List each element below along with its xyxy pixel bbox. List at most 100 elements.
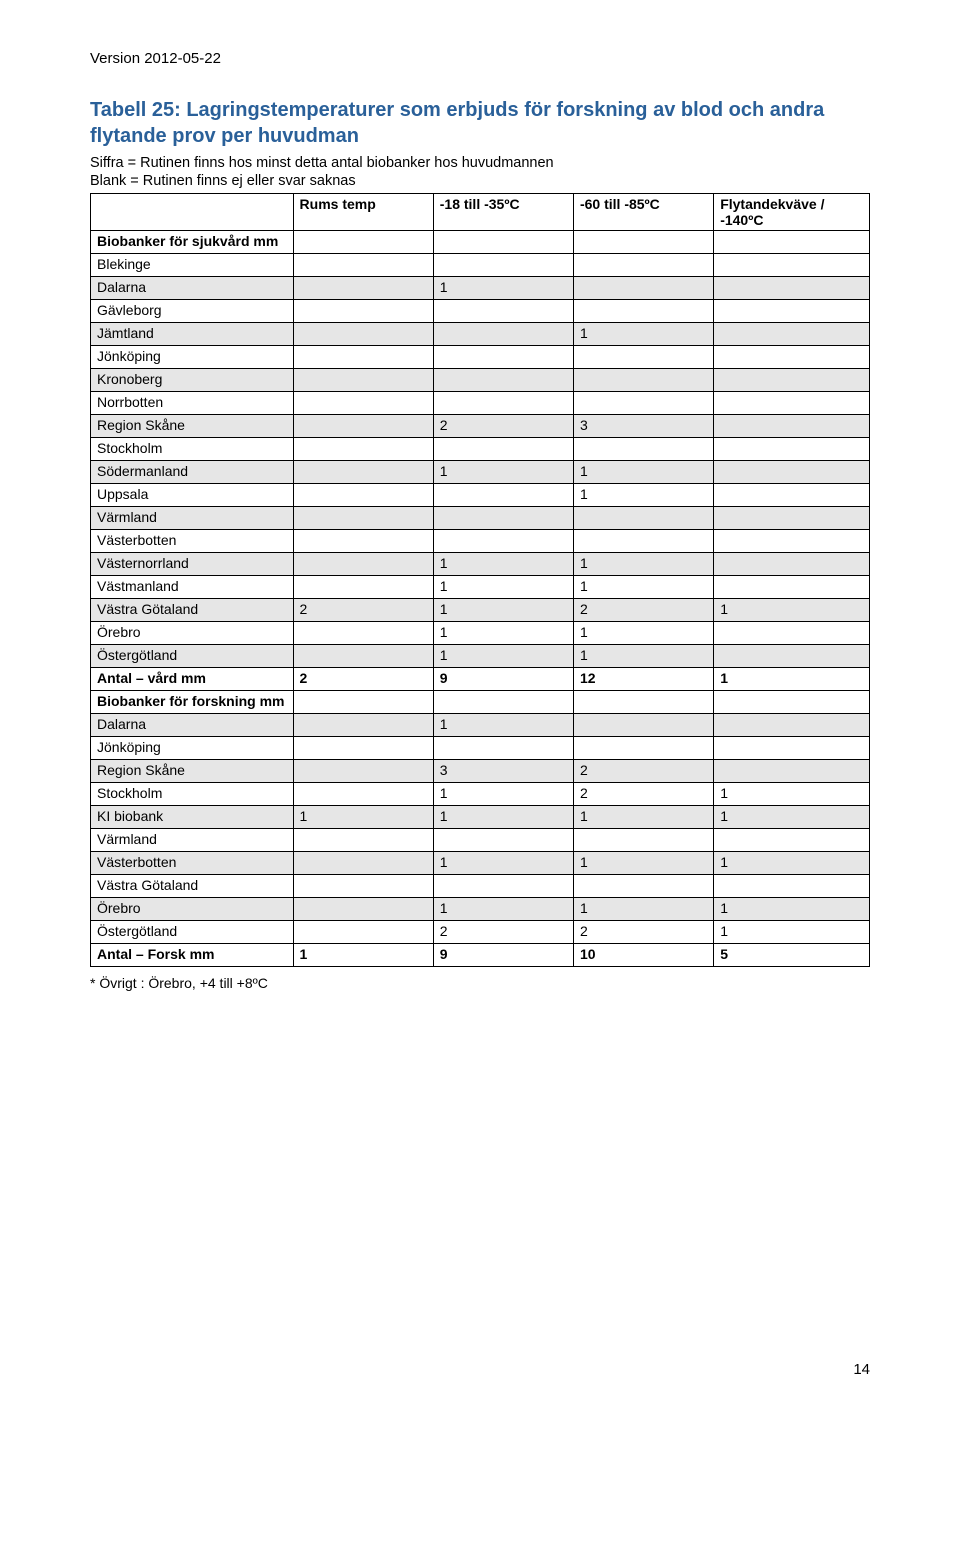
- table-row: Region Skåne23: [91, 415, 870, 438]
- table-cell: 9: [433, 944, 573, 967]
- table-cell: [293, 645, 433, 668]
- table-cell: [573, 438, 713, 461]
- table-cell: [293, 346, 433, 369]
- table-cell: 1: [714, 599, 870, 622]
- table-cell: KI biobank: [91, 806, 294, 829]
- table-cell: 10: [573, 944, 713, 967]
- table-title: Tabell 25: Lagringstemperaturer som erbj…: [90, 97, 870, 149]
- page-number: 14: [90, 1361, 870, 1378]
- table-row: Stockholm121: [91, 783, 870, 806]
- table-cell: 2: [573, 599, 713, 622]
- table-cell: 1: [573, 576, 713, 599]
- table-cell: Norrbotten: [91, 392, 294, 415]
- table-cell: 2: [293, 668, 433, 691]
- table-row: Värmland: [91, 507, 870, 530]
- table-cell: Östergötland: [91, 921, 294, 944]
- table-row: Örebro111: [91, 898, 870, 921]
- table-cell: [433, 323, 573, 346]
- table-cell: [293, 300, 433, 323]
- table-cell: 9: [433, 668, 573, 691]
- table-cell: Östergötland: [91, 645, 294, 668]
- table-cell: [714, 576, 870, 599]
- table-cell: 1: [573, 645, 713, 668]
- table-row: Södermanland11: [91, 461, 870, 484]
- table-cell: 1: [293, 806, 433, 829]
- table-cell: [714, 622, 870, 645]
- table-cell: Jämtland: [91, 323, 294, 346]
- table-cell: [714, 760, 870, 783]
- table-cell: [573, 231, 713, 254]
- table-cell: 1: [433, 714, 573, 737]
- subtitle-blank: Blank = Rutinen finns ej eller svar sakn…: [90, 173, 870, 189]
- totals-row: Antal – Forsk mm19105: [91, 944, 870, 967]
- table-row: KI biobank1111: [91, 806, 870, 829]
- table-cell: Västra Götaland: [91, 875, 294, 898]
- table-row: Värmland: [91, 829, 870, 852]
- table-cell: Dalarna: [91, 714, 294, 737]
- table-cell: [714, 714, 870, 737]
- table-cell: 5: [714, 944, 870, 967]
- table-cell: 1: [433, 783, 573, 806]
- table-cell: [714, 438, 870, 461]
- table-cell: 1: [433, 645, 573, 668]
- table-cell: Region Skåne: [91, 415, 294, 438]
- table-cell: 1: [293, 944, 433, 967]
- table-cell: [573, 392, 713, 415]
- table-cell: [293, 829, 433, 852]
- table-cell: [573, 691, 713, 714]
- table-cell: 1: [433, 599, 573, 622]
- table-cell: [714, 369, 870, 392]
- table-cell: [714, 323, 870, 346]
- table-cell: [293, 369, 433, 392]
- table-cell: [293, 415, 433, 438]
- table-cell: [293, 461, 433, 484]
- table-cell: [573, 369, 713, 392]
- table-row: Kronoberg: [91, 369, 870, 392]
- table-cell: 3: [433, 760, 573, 783]
- table-cell: [573, 714, 713, 737]
- column-header: -18 till -35ºC: [433, 194, 573, 231]
- table-cell: [293, 277, 433, 300]
- table-cell: Södermanland: [91, 461, 294, 484]
- table-cell: [293, 484, 433, 507]
- table-cell: [573, 829, 713, 852]
- table-row: Norrbotten: [91, 392, 870, 415]
- column-header: Rums temp: [293, 194, 433, 231]
- column-header: Flytandekväve / -140ºC: [714, 194, 870, 231]
- table-cell: Antal – Forsk mm: [91, 944, 294, 967]
- table-cell: Örebro: [91, 898, 294, 921]
- table-row: Stockholm: [91, 438, 870, 461]
- table-cell: [293, 898, 433, 921]
- table-cell: [293, 553, 433, 576]
- footnote-text: * Övrigt : Örebro, +4 till +8ºC: [90, 975, 870, 991]
- totals-row: Antal – vård mm29121: [91, 668, 870, 691]
- table-cell: 1: [714, 852, 870, 875]
- table-cell: [293, 783, 433, 806]
- table-cell: Uppsala: [91, 484, 294, 507]
- table-row: Region Skåne32: [91, 760, 870, 783]
- table-row: Västmanland 11: [91, 576, 870, 599]
- table-cell: 1: [433, 461, 573, 484]
- table-cell: Västmanland: [91, 576, 294, 599]
- table-cell: [293, 438, 433, 461]
- table-cell: 12: [573, 668, 713, 691]
- table-cell: 1: [714, 806, 870, 829]
- section-header: Biobanker för sjukvård mm: [91, 231, 294, 254]
- table-cell: [573, 530, 713, 553]
- table-cell: 2: [433, 415, 573, 438]
- table-cell: 1: [714, 921, 870, 944]
- table-cell: Västernorrland: [91, 553, 294, 576]
- table-cell: [714, 461, 870, 484]
- table-cell: Stockholm: [91, 438, 294, 461]
- table-cell: Västerbotten: [91, 530, 294, 553]
- table-row: Blekinge: [91, 254, 870, 277]
- table-cell: [714, 645, 870, 668]
- table-cell: Västerbotten: [91, 852, 294, 875]
- table-cell: Gävleborg: [91, 300, 294, 323]
- table-cell: Antal – vård mm: [91, 668, 294, 691]
- table-cell: [433, 254, 573, 277]
- table-cell: 1: [433, 576, 573, 599]
- table-cell: [293, 714, 433, 737]
- table-cell: 1: [573, 852, 713, 875]
- subtitle-siffra: Siffra = Rutinen finns hos minst detta a…: [90, 155, 870, 171]
